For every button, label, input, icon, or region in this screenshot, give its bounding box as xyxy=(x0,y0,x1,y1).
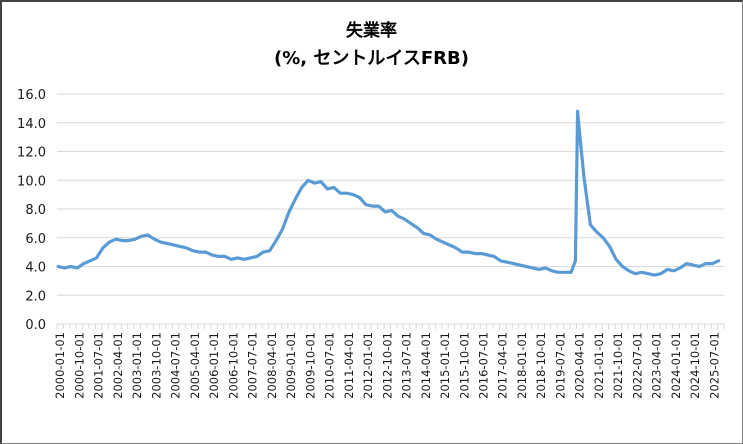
y-tick-label: 16.0 xyxy=(17,88,46,103)
gridlines xyxy=(57,93,724,296)
x-tick-label: 2025-07-01 xyxy=(707,332,721,399)
x-tick-label: 2010-07-01 xyxy=(323,332,337,399)
x-tick-label: 2016-07-01 xyxy=(476,332,490,399)
x-tick-label: 2019-07-01 xyxy=(553,332,567,399)
y-tick-label: 2.0 xyxy=(25,289,46,304)
x-tick-label: 2008-04-01 xyxy=(265,332,279,399)
x-tick-label: 2015-10-01 xyxy=(457,332,471,399)
y-tick-label: 14.0 xyxy=(17,117,46,132)
x-tick-label: 2023-04-01 xyxy=(650,332,664,399)
x-tick-label: 2018-10-01 xyxy=(534,332,548,399)
x-tick-label: 2000-01-01 xyxy=(53,332,67,399)
x-tick-label: 2006-01-01 xyxy=(207,332,221,399)
x-axis: 2000-01-01 2000-10-01 2001-07-01 2002-04-01… xyxy=(53,323,725,399)
x-tick-label: 2003-10-01 xyxy=(149,332,163,399)
x-tick-label: 2004-07-01 xyxy=(169,332,183,399)
y-tick-label: 4.0 xyxy=(25,261,46,276)
x-tick-label: 2022-07-01 xyxy=(630,332,644,399)
unemployment-rate-line xyxy=(56,109,721,277)
x-tick-label: 2017-04-01 xyxy=(496,332,510,399)
y-tick-label: 12.0 xyxy=(17,146,46,161)
x-tick-label: 2013-07-01 xyxy=(400,332,414,399)
x-tick-label: 2005-04-01 xyxy=(188,332,202,399)
x-tick-label: 2011-04-01 xyxy=(342,332,356,399)
x-tick-label: 2007-07-01 xyxy=(246,332,260,399)
x-tick-label: 2018-01-01 xyxy=(515,332,529,399)
x-tick-label: 2020-04-01 xyxy=(573,332,587,399)
x-tick-label: 2021-10-01 xyxy=(611,332,625,399)
y-tick-label: 6.0 xyxy=(25,232,46,247)
x-tick-label: 2015-01-01 xyxy=(438,332,452,399)
x-tick-label: 2021-01-01 xyxy=(592,332,606,399)
x-tick-label: 2024-01-01 xyxy=(669,332,683,399)
y-tick-label: 10.0 xyxy=(17,174,46,189)
x-tick-label: 2024-10-01 xyxy=(688,332,702,399)
x-tick-label: 2009-10-01 xyxy=(303,332,317,399)
y-axis: 0.0 2.0 4.0 6.0 8.0 10.0 12.0 14.0 16.0 xyxy=(17,88,46,333)
y-tick-label: 0.0 xyxy=(25,318,46,333)
chart-title: 失業率 xyxy=(346,21,397,41)
x-tick-label: 2012-10-01 xyxy=(380,332,394,399)
x-tick-label: 2009-01-01 xyxy=(284,332,298,399)
x-tick-label: 2000-10-01 xyxy=(72,332,86,399)
x-tick-label: 2003-01-01 xyxy=(130,332,144,399)
x-tick-label: 2006-10-01 xyxy=(226,332,240,399)
x-tick-label: 2012-01-01 xyxy=(361,332,375,399)
x-tick-label: 2001-07-01 xyxy=(92,332,106,399)
x-tick-label: 2002-04-01 xyxy=(111,332,125,399)
y-tick-label: 8.0 xyxy=(25,203,46,218)
x-tick-label: 2014-04-01 xyxy=(419,332,433,399)
chart-subtitle: (%, セントルイスFRB) xyxy=(274,48,469,69)
